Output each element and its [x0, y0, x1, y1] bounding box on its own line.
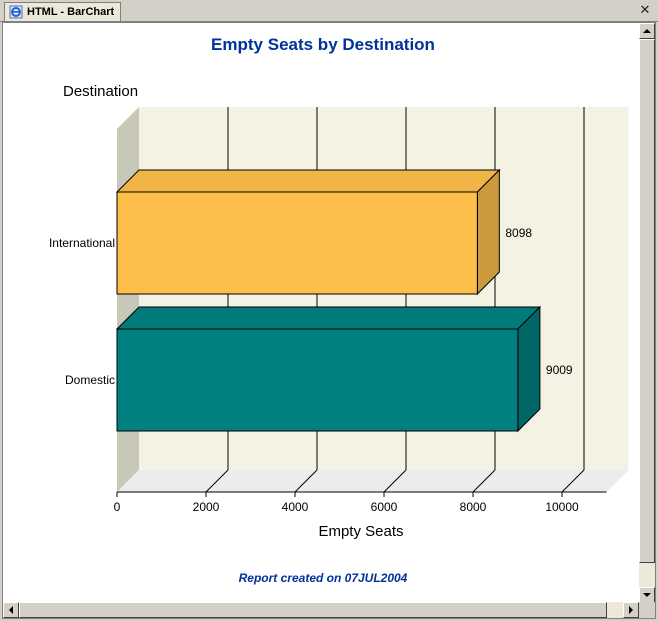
value-axis-label: Empty Seats — [318, 523, 403, 540]
plot-floor — [117, 470, 629, 492]
x-tick-label: 10000 — [545, 500, 579, 514]
report-frame: Empty Seats by Destination 8098 Internati… — [2, 22, 656, 619]
data-label: 9009 — [546, 363, 573, 377]
scrollbar-corner — [639, 602, 655, 618]
floor-gridline — [472, 469, 496, 493]
bar-top — [115, 306, 542, 330]
bar-top — [115, 169, 501, 193]
close-icon[interactable]: ✕ — [639, 2, 651, 17]
horizontal-scroll-thumb[interactable] — [19, 602, 607, 618]
bar-side — [517, 305, 541, 433]
bar-side — [476, 168, 500, 296]
scroll-left-button[interactable] — [3, 602, 19, 618]
floor-gridline — [561, 469, 585, 493]
x-tick-label: 2000 — [193, 500, 220, 514]
vertical-scroll-thumb[interactable] — [639, 39, 655, 563]
x-tick-label: 0 — [114, 500, 121, 514]
bar — [116, 328, 519, 432]
arrow-left-icon — [9, 606, 13, 614]
x-tick-label: 6000 — [371, 500, 398, 514]
floor-gridline — [205, 469, 229, 493]
category-axis-label: Destination — [63, 83, 138, 100]
tab-html-barchart[interactable]: HTML - BarChart — [4, 2, 122, 21]
x-tick-label: 8000 — [460, 500, 487, 514]
scroll-up-button[interactable] — [639, 23, 655, 39]
floor-gridline — [294, 469, 318, 493]
floor-gridline — [383, 469, 407, 493]
report-footer: Report created on 07JUL2004 — [238, 571, 408, 585]
category-label: International — [49, 236, 115, 250]
arrow-down-icon — [643, 593, 651, 597]
chart-title: Empty Seats by Destination — [211, 35, 435, 54]
data-label: 8098 — [505, 226, 532, 240]
tab-label: HTML - BarChart — [27, 6, 115, 18]
horizontal-scrollbar[interactable] — [3, 602, 639, 618]
vertical-scrollbar[interactable] — [639, 23, 655, 603]
ie-document-icon — [9, 5, 23, 19]
scroll-right-button[interactable] — [623, 602, 639, 618]
tab-strip: HTML - BarChart ✕ — [0, 0, 658, 22]
x-tick-label: 4000 — [282, 500, 309, 514]
arrow-right-icon — [629, 606, 633, 614]
bar — [116, 191, 478, 295]
scroll-down-button[interactable] — [639, 587, 655, 603]
arrow-up-icon — [643, 29, 651, 33]
plot-side-wall — [117, 107, 139, 492]
category-label: Domestic — [65, 373, 115, 387]
bar-chart: 8098 International 9009 Domestic 0 2000 4000 60… — [49, 83, 629, 540]
